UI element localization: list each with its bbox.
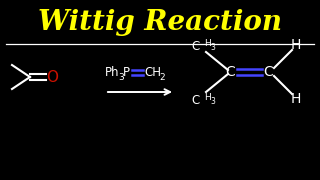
Text: C: C xyxy=(263,65,273,79)
Text: C: C xyxy=(191,93,199,107)
Text: C: C xyxy=(225,65,235,79)
Text: H: H xyxy=(204,93,211,102)
Text: H: H xyxy=(204,39,211,48)
Text: C: C xyxy=(191,39,199,53)
Text: H: H xyxy=(291,92,301,106)
Text: 3: 3 xyxy=(210,42,215,51)
Text: O: O xyxy=(46,69,58,84)
Text: 3: 3 xyxy=(118,73,124,82)
Text: P: P xyxy=(123,66,130,80)
Text: CH: CH xyxy=(144,66,161,80)
Text: 2: 2 xyxy=(159,73,164,82)
Text: Wittig Reaction: Wittig Reaction xyxy=(38,8,282,35)
Text: Ph: Ph xyxy=(105,66,119,80)
Text: H: H xyxy=(291,38,301,52)
Text: 3: 3 xyxy=(210,96,215,105)
